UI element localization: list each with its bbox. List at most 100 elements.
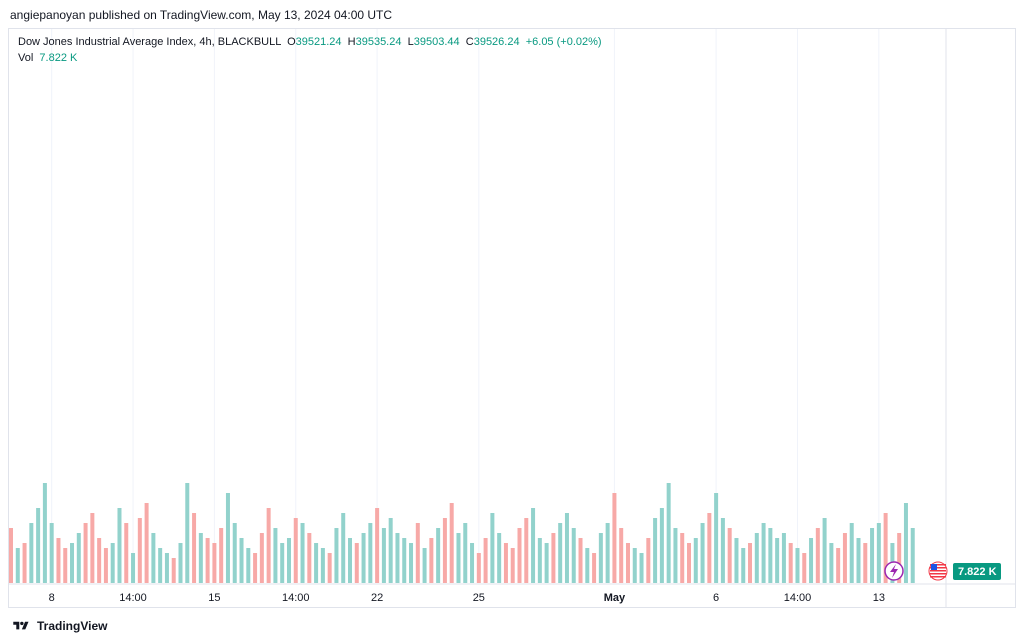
volume-bar xyxy=(22,543,27,583)
volume-bar xyxy=(476,553,481,583)
volume-bar xyxy=(29,523,34,583)
legend-high-value: 39535.24 xyxy=(355,36,402,48)
volume-bar xyxy=(395,533,400,583)
volume-bar xyxy=(503,543,508,583)
volume-bar xyxy=(117,508,122,583)
volume-bar xyxy=(768,528,773,583)
volume-bar xyxy=(795,548,800,583)
publisher-line: angiepanoyan published on TradingView.co… xyxy=(10,8,393,22)
volume-bar xyxy=(646,538,651,583)
volume-bar xyxy=(327,553,332,583)
volume-bar xyxy=(687,543,691,583)
us-flag-stripe xyxy=(930,567,946,569)
volume-bar xyxy=(232,523,237,583)
volume-bar xyxy=(368,523,373,583)
lightning-icon-glyph xyxy=(890,564,898,578)
legend-open-label: O xyxy=(287,36,296,48)
volume-bar xyxy=(693,538,698,583)
volume-bar xyxy=(870,528,875,583)
volume-bar xyxy=(727,528,732,583)
volume-bar xyxy=(585,548,590,583)
volume-bar xyxy=(137,518,142,583)
volume-bar xyxy=(246,548,251,583)
footer-brand[interactable]: TradingView xyxy=(10,619,107,633)
volume-bar xyxy=(490,513,495,583)
volume-bar xyxy=(897,533,902,583)
volume-bar xyxy=(903,503,908,583)
volume-bar xyxy=(259,533,264,583)
volume-bar xyxy=(300,523,305,583)
time-axis-label: 6 xyxy=(713,592,719,604)
volume-bar xyxy=(673,528,678,583)
legend-symbol[interactable]: Dow Jones Industrial Average Index, 4h, … xyxy=(18,36,281,48)
volume-bar xyxy=(639,553,644,583)
volume-bar xyxy=(415,523,420,583)
volume-bar xyxy=(388,518,393,583)
volume-bar xyxy=(375,508,380,583)
volume-bar xyxy=(341,513,346,583)
volume-bar xyxy=(666,483,671,583)
volume-bar xyxy=(219,528,224,583)
volume-bar xyxy=(856,538,861,583)
volume-bar xyxy=(239,538,244,583)
time-axis-label: 14:00 xyxy=(282,592,310,604)
volume-bar xyxy=(178,543,183,583)
volume-bar xyxy=(402,538,407,583)
volume-bar xyxy=(653,518,658,583)
volume-bar xyxy=(334,528,339,583)
us-flag-canton xyxy=(931,564,937,570)
volume-bar xyxy=(551,533,556,583)
volume-bar xyxy=(781,533,786,583)
volume-bar xyxy=(578,538,583,583)
volume-bar xyxy=(815,528,820,583)
volume-bar xyxy=(212,543,217,583)
chart-legend: Dow Jones Industrial Average Index, 4h, … xyxy=(18,34,602,66)
volume-bar xyxy=(788,543,793,583)
time-axis-label: 8 xyxy=(49,592,55,604)
volume-bar xyxy=(714,493,719,583)
volume-bar xyxy=(809,538,814,583)
tradingview-logo-icon xyxy=(13,621,29,630)
volume-bar xyxy=(42,483,47,583)
volume-bar xyxy=(741,548,746,583)
time-axis-label: 14:00 xyxy=(784,592,812,604)
volume-bar xyxy=(429,538,434,583)
volume-bar xyxy=(558,523,563,583)
time-axis-label: 22 xyxy=(371,592,383,604)
volume-bar xyxy=(748,543,753,583)
volume-bar xyxy=(544,543,549,583)
time-axis-label: 13 xyxy=(873,592,885,604)
volume-bar xyxy=(802,553,807,583)
volume-bar xyxy=(286,538,291,583)
volume-bar xyxy=(164,553,169,583)
chart-frame[interactable] xyxy=(8,28,1016,608)
volume-bar xyxy=(151,533,156,583)
volume-bar xyxy=(103,548,108,583)
volume-bar xyxy=(517,528,522,583)
volume-bar xyxy=(910,528,915,583)
volume-bar xyxy=(36,508,41,583)
volume-bar xyxy=(876,523,881,583)
legend-volume-label[interactable]: Vol xyxy=(18,52,34,64)
volume-bar xyxy=(883,513,888,583)
volume-bar xyxy=(605,523,610,583)
volume-bar xyxy=(314,543,319,583)
volume-bar xyxy=(307,533,312,583)
volume-bar xyxy=(192,513,197,583)
volume-bar xyxy=(531,508,536,583)
volume-bar xyxy=(720,518,725,583)
legend-low-label: L xyxy=(407,36,414,48)
volume-bar xyxy=(842,533,847,583)
us-flag-stripe xyxy=(930,576,946,578)
volume-bar xyxy=(497,533,502,583)
volume-bar xyxy=(144,503,149,583)
volume-bar xyxy=(266,508,271,583)
legend-high-label: H xyxy=(347,36,356,48)
volume-bar xyxy=(361,533,366,583)
volume-bar xyxy=(9,528,13,583)
volume-bar xyxy=(280,543,285,583)
volume-bar xyxy=(592,553,597,583)
legend-open-value: 39521.24 xyxy=(295,36,342,48)
legend-volume-value: 7.822 K xyxy=(39,52,78,64)
